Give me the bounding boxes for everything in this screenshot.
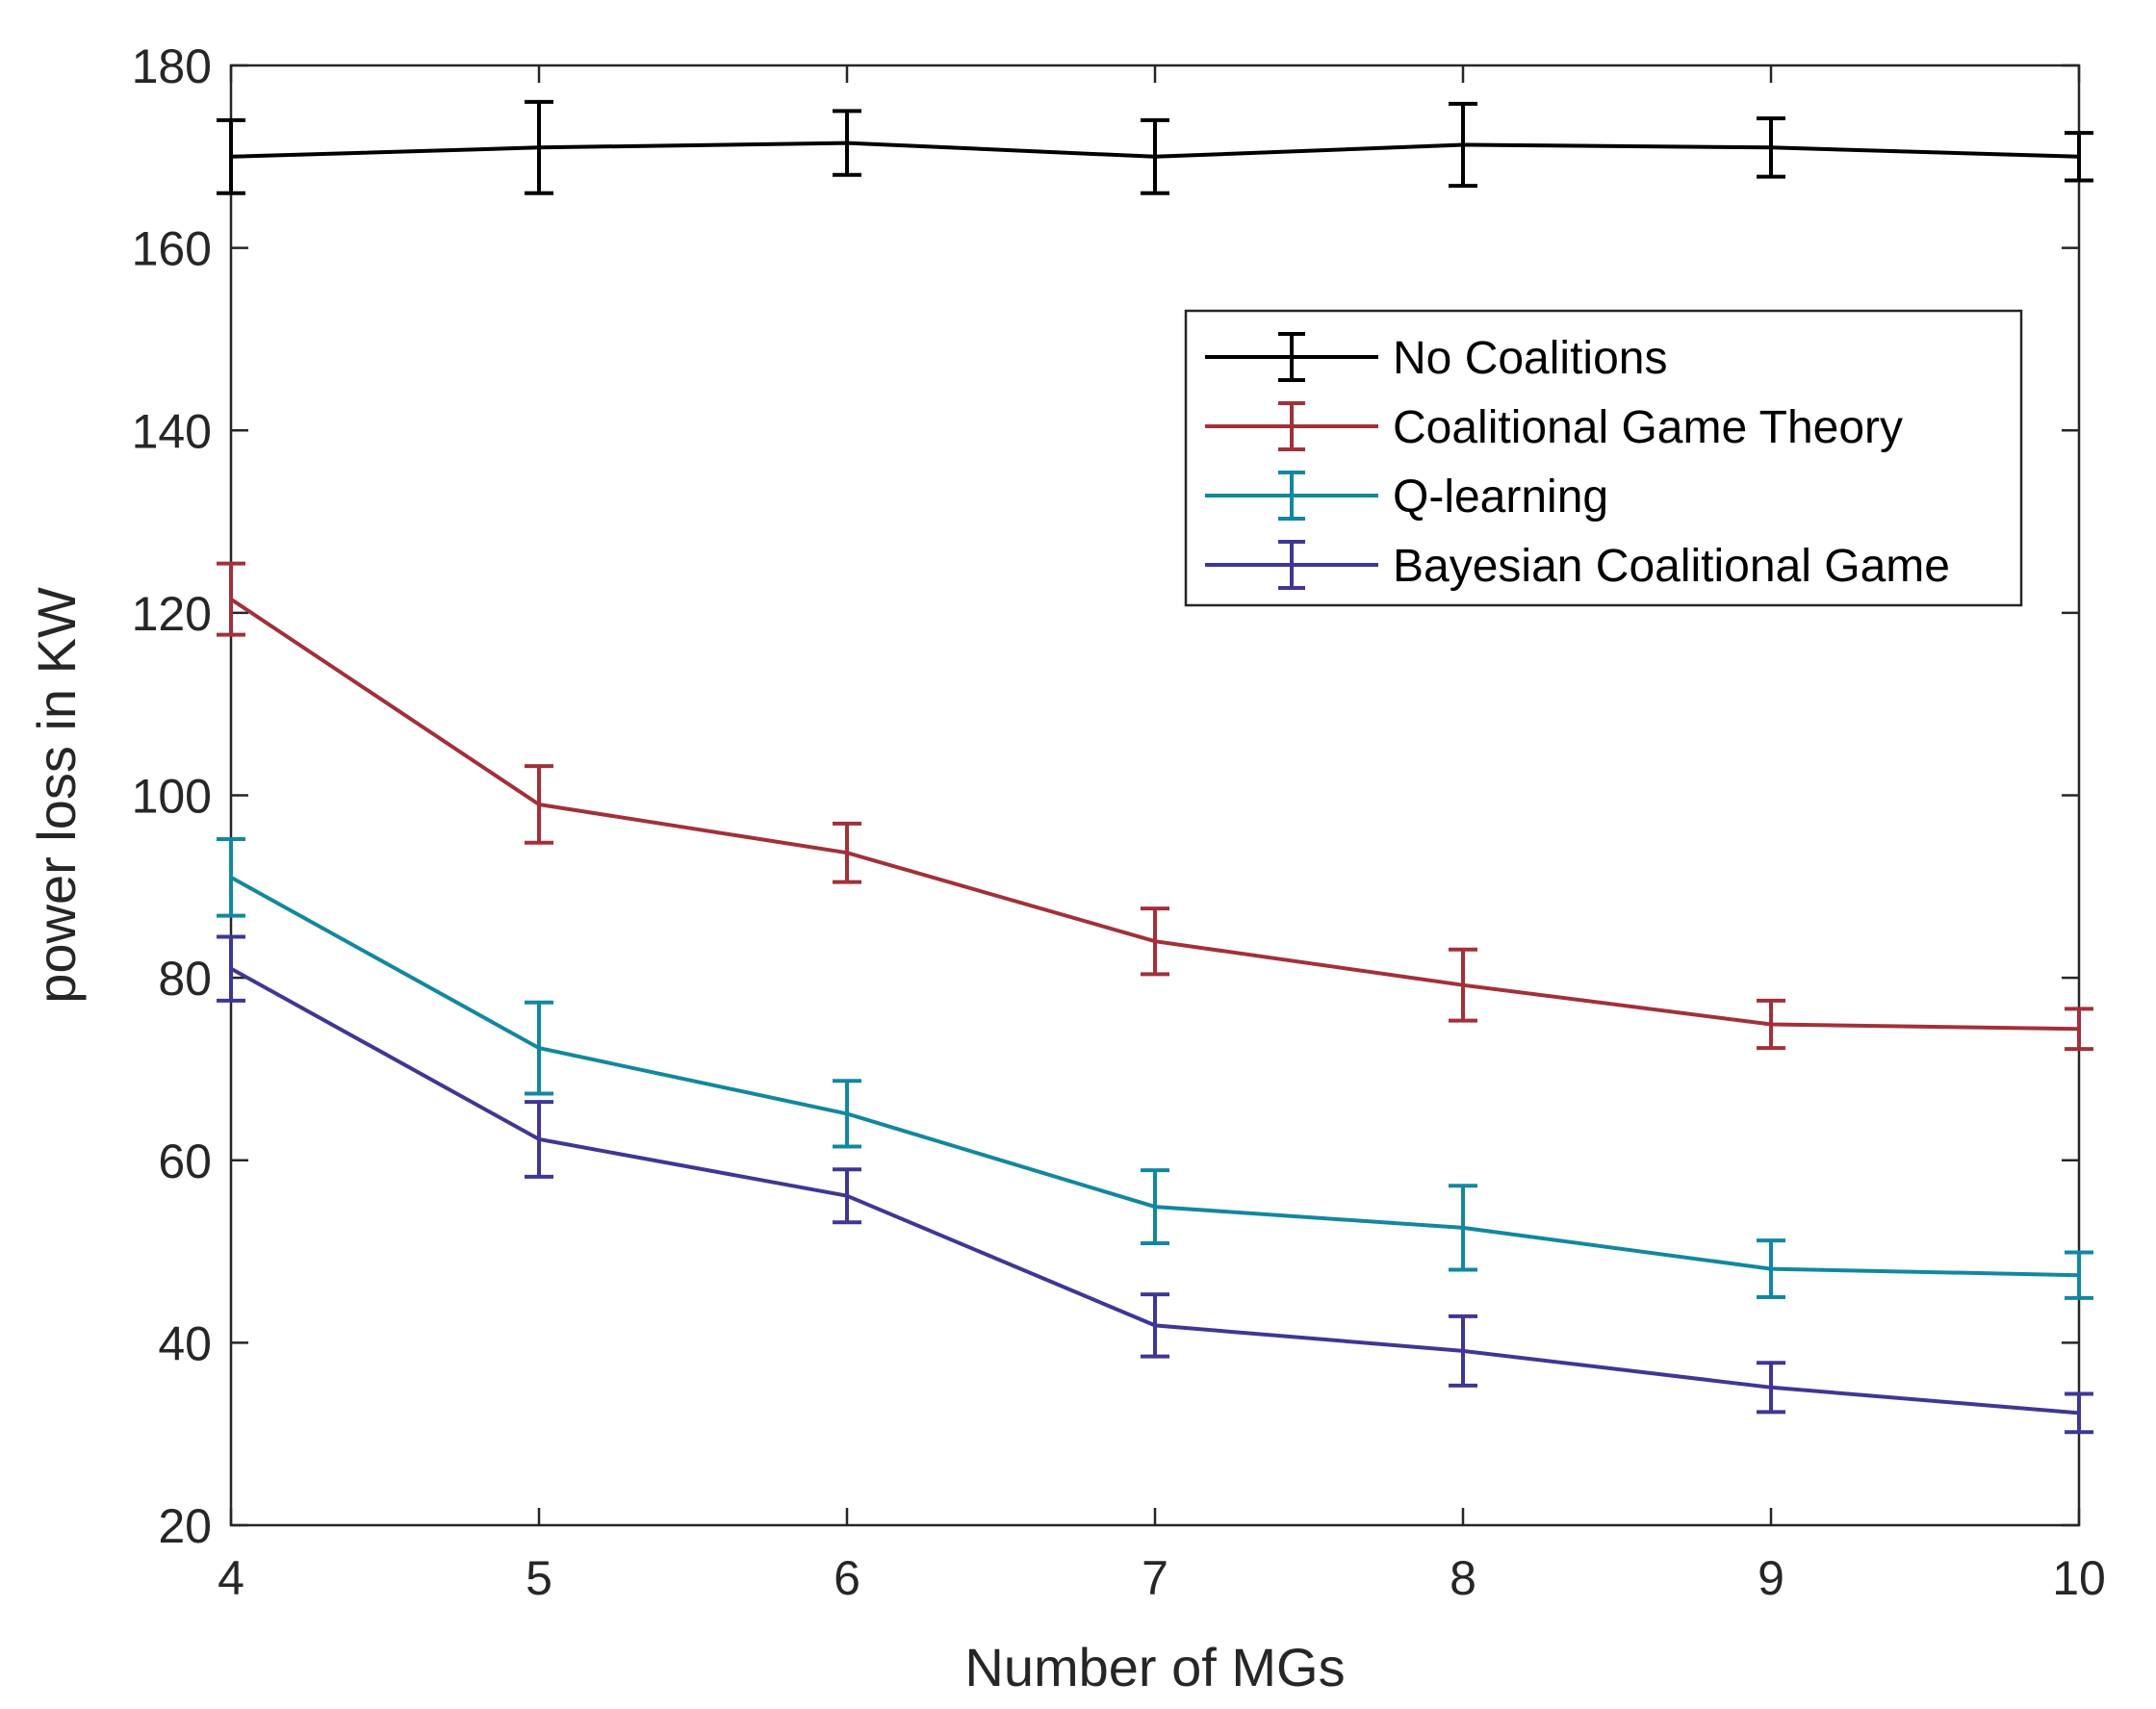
error-bar — [217, 561, 245, 637]
error-bar — [1757, 1361, 1785, 1415]
error-bar — [833, 109, 861, 177]
y-tick-label: 140 — [132, 404, 212, 458]
x-axis-title: Number of MGs — [964, 1637, 1345, 1697]
error-bar — [525, 764, 553, 845]
legend-item: Q-learning — [1205, 471, 1608, 523]
error-bar — [2065, 1250, 2093, 1300]
y-tick-label: 100 — [132, 770, 212, 824]
legend-box — [1184, 309, 2023, 607]
series-1 — [217, 561, 2093, 1052]
x-tick-label: 4 — [218, 1551, 244, 1605]
x-tick-label: 9 — [1758, 1551, 1784, 1605]
legend-label: Bayesian Coalitional Game — [1393, 541, 1950, 592]
error-bar — [1449, 1184, 1477, 1272]
error-bar — [1141, 1168, 1169, 1246]
y-tick-label: 80 — [158, 952, 212, 1006]
error-bar — [2065, 1391, 2093, 1435]
legend-label: Q-learning — [1393, 472, 1608, 523]
error-bar — [1757, 1238, 1785, 1299]
error-bar — [1449, 1314, 1477, 1388]
y-tick-label: 160 — [132, 222, 212, 276]
error-bar — [217, 934, 245, 1003]
legend-item: No Coalitions — [1205, 332, 1667, 384]
error-bar — [1141, 117, 1169, 195]
axis-ticks — [229, 64, 2081, 1527]
legend-label: Coalitional Game Theory — [1393, 402, 1903, 453]
error-bar — [525, 1100, 553, 1179]
error-bar — [1449, 101, 1477, 189]
legend-item: Coalitional Game Theory — [1205, 401, 1903, 453]
y-tick-label: 60 — [158, 1135, 212, 1188]
x-tick-label: 7 — [1142, 1551, 1168, 1605]
x-tick-label: 6 — [834, 1551, 860, 1605]
legend-item: Bayesian Coalitional Game — [1205, 540, 1950, 592]
y-tick-label: 180 — [132, 39, 212, 93]
error-bar — [525, 1000, 553, 1096]
error-bar — [1141, 1292, 1169, 1359]
y-tick-label: 40 — [158, 1316, 212, 1370]
series-0 — [217, 99, 2093, 195]
error-bar — [217, 837, 245, 918]
error-bar — [833, 1167, 861, 1225]
tick-labels: 4 5 6 7 8 9 10 20 40 60 80 100 120 140 160 180 — [132, 39, 2106, 1605]
error-bar — [1141, 906, 1169, 977]
y-tick-label: 20 — [158, 1499, 212, 1553]
error-bar — [1757, 115, 1785, 179]
series-3 — [217, 934, 2093, 1435]
series-layer — [217, 99, 2093, 1435]
error-bar — [1449, 947, 1477, 1023]
legend-label: No Coalitions — [1393, 333, 1667, 384]
y-tick-label: 120 — [132, 587, 212, 641]
error-bar — [2065, 131, 2093, 183]
legend: No Coalitions Coalitional Game Theory Q-le… — [1184, 309, 2023, 607]
error-bar — [217, 117, 245, 195]
x-tick-label: 5 — [526, 1551, 552, 1605]
y-axis-title: power loss in KW — [26, 587, 87, 1004]
series-2 — [217, 837, 2093, 1300]
error-bar — [833, 821, 861, 884]
error-bar — [1757, 998, 1785, 1051]
error-bar — [2065, 1007, 2093, 1052]
error-bar — [833, 1079, 861, 1149]
x-tick-label: 8 — [1450, 1551, 1476, 1605]
error-bar — [525, 99, 553, 195]
plot-area — [217, 64, 2093, 1527]
x-tick-label: 10 — [2052, 1551, 2106, 1605]
